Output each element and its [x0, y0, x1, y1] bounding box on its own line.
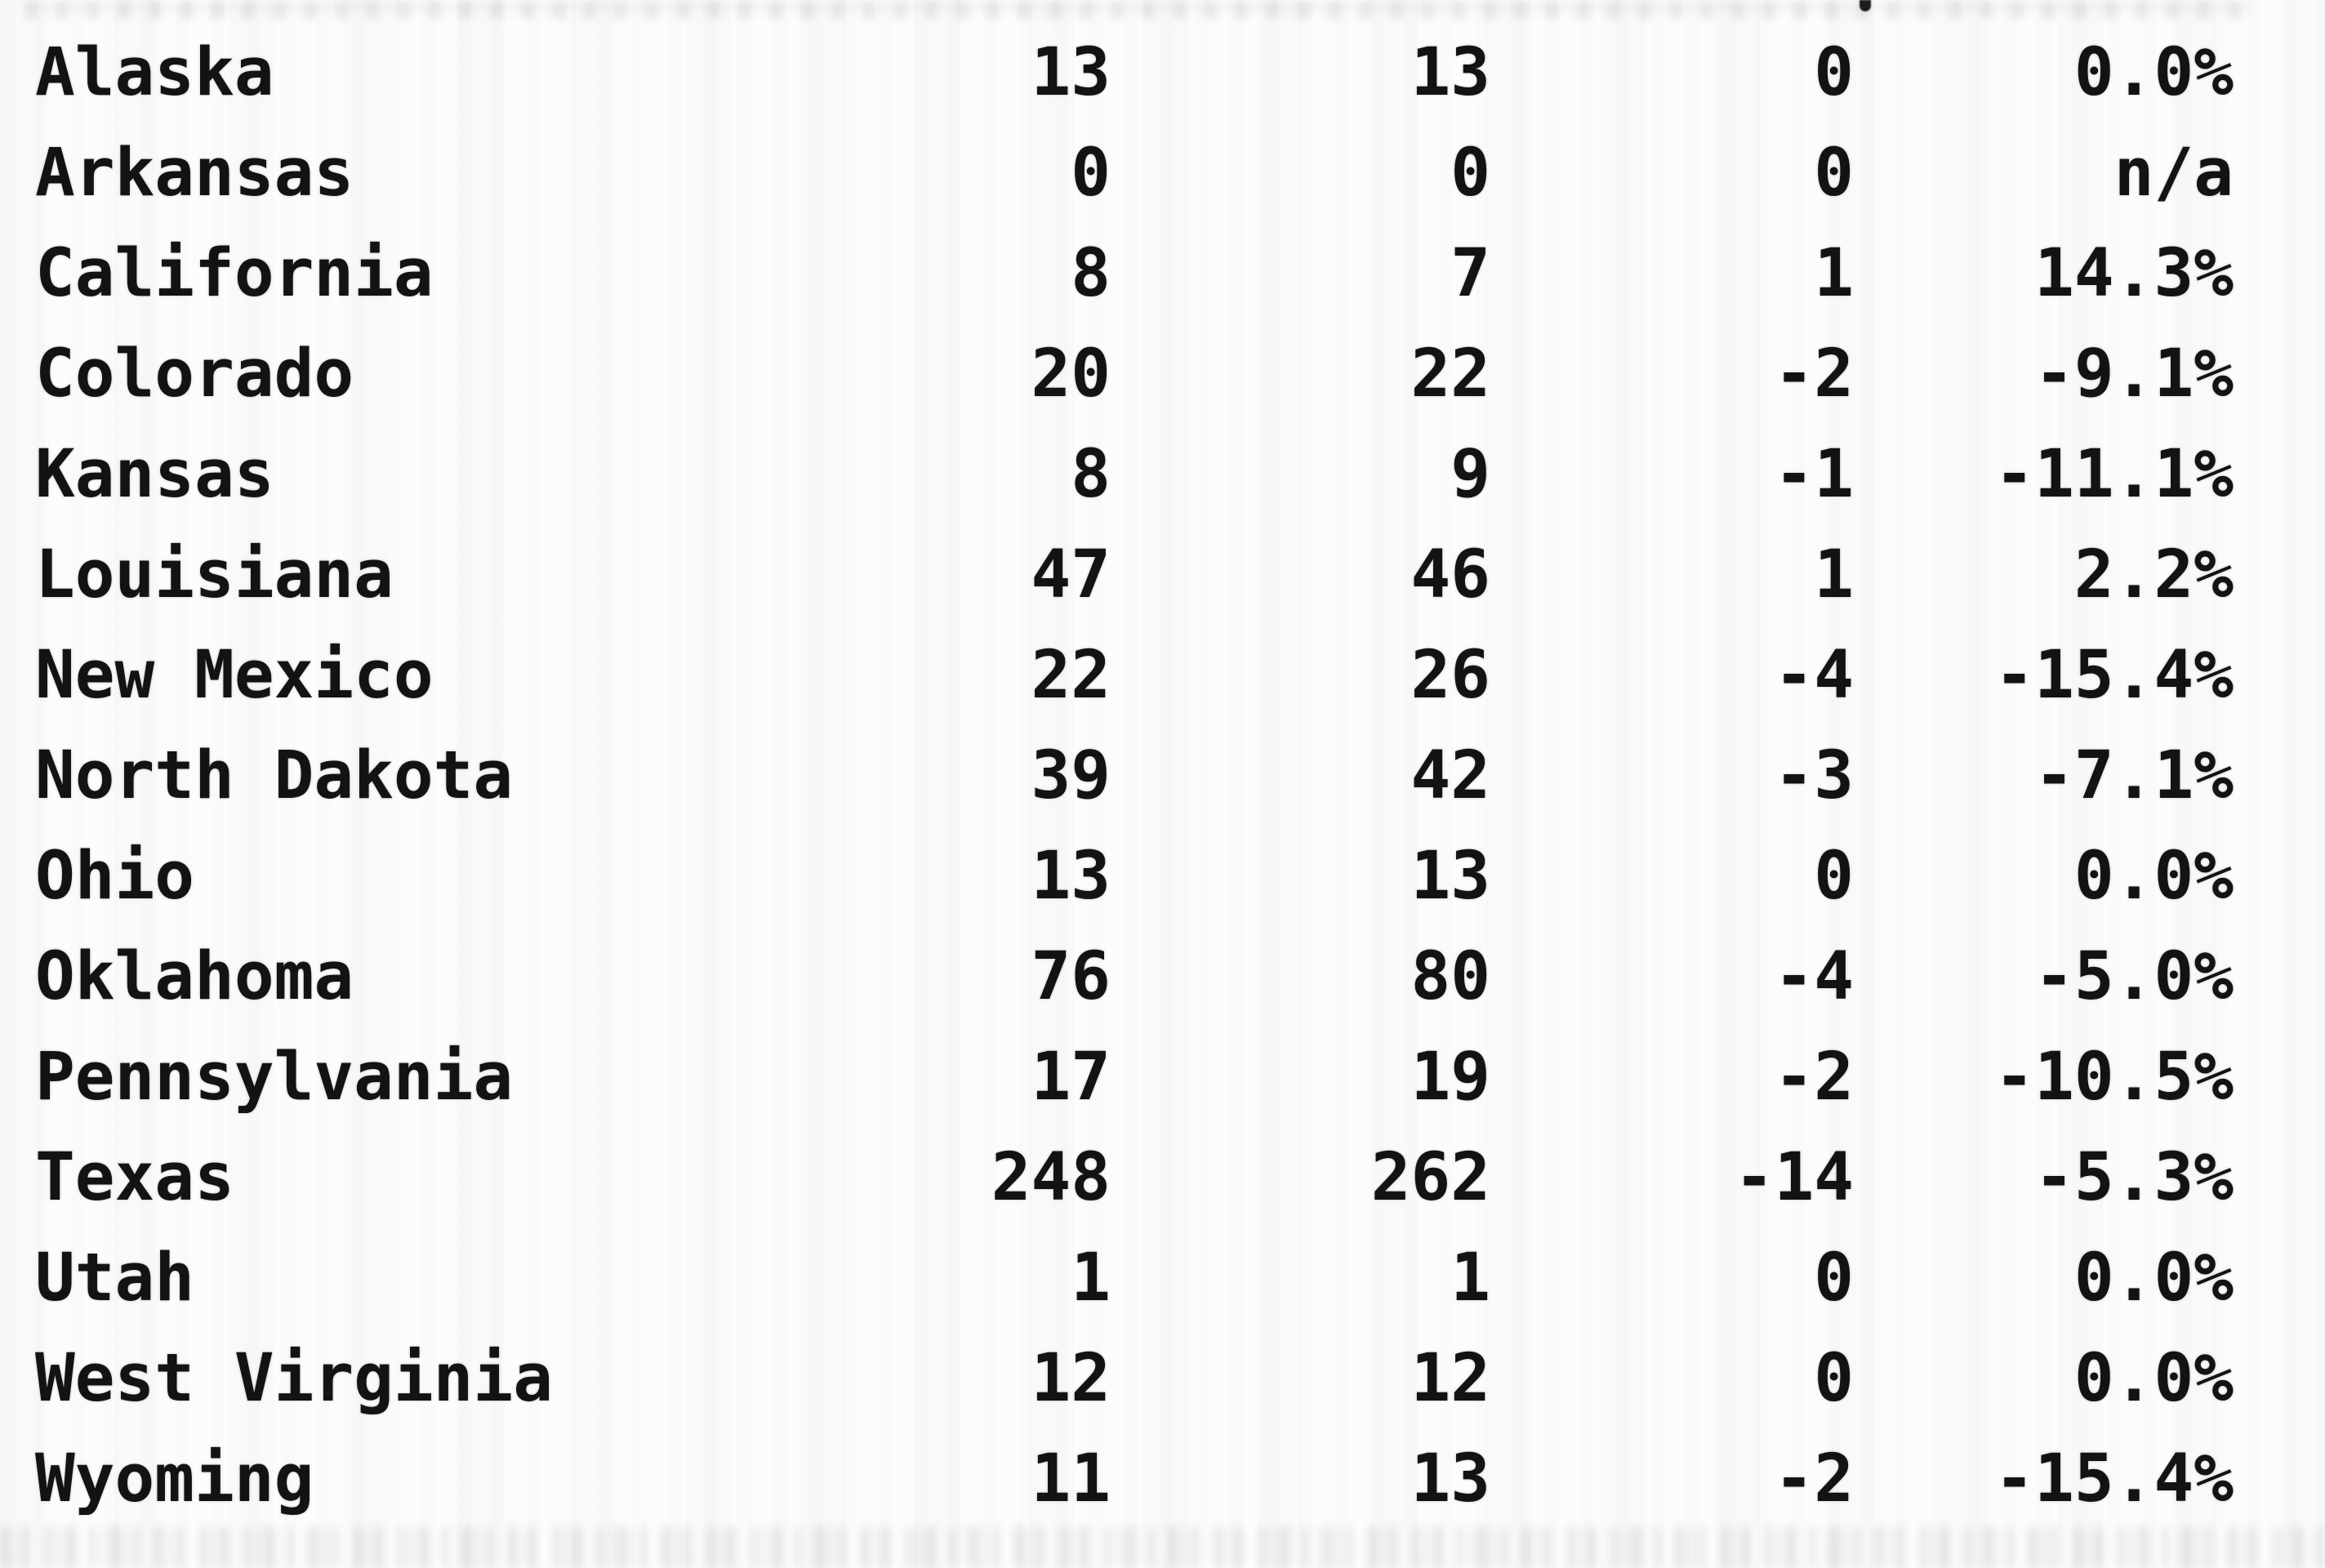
pct-change-cell: n/a: [2113, 135, 2234, 212]
pct-change-cell: 2.2%: [2073, 537, 2234, 613]
table-row: Ohio 13 13 0 0.0%: [0, 826, 2325, 927]
current-count-cell: 248: [991, 1139, 1111, 1216]
state-name-cell: Louisiana: [35, 537, 394, 613]
pct-change-cell: 0.0%: [2073, 1240, 2234, 1316]
state-name-cell: California: [35, 235, 434, 312]
state-name-cell: New Mexico: [35, 637, 434, 714]
previous-count-cell: 13: [1410, 1441, 1490, 1517]
pct-change-cell: -5.0%: [2034, 938, 2234, 1015]
pct-change-cell: -15.4%: [1994, 1441, 2234, 1517]
change-cell: -3: [1774, 737, 1854, 814]
change-cell: -4: [1774, 938, 1854, 1015]
current-count-cell: 17: [1031, 1039, 1111, 1116]
pct-change-cell: -7.1%: [2034, 737, 2234, 814]
previous-count-cell: 26: [1410, 637, 1490, 714]
previous-count-cell: 22: [1410, 336, 1490, 412]
state-name-cell: Kansas: [35, 436, 274, 513]
state-name-cell: Wyoming: [35, 1441, 314, 1517]
pct-change-cell: -11.1%: [1994, 436, 2234, 513]
cropped-bottom-row-smudge: [0, 1519, 2325, 1568]
state-name-cell: Pennsylvania: [35, 1039, 514, 1116]
previous-count-cell: 7: [1450, 235, 1490, 312]
pct-change-cell: -15.4%: [1994, 637, 2234, 714]
previous-count-cell: 13: [1410, 838, 1490, 915]
table-row: North Dakota 39 42 -3 -7.1%: [0, 726, 2325, 826]
change-cell: 0: [1814, 838, 1854, 915]
current-count-cell: 13: [1031, 34, 1111, 111]
current-count-cell: 47: [1031, 537, 1111, 613]
table-row: Kansas 8 9 -1 -11.1%: [0, 425, 2325, 525]
previous-count-cell: 46: [1410, 537, 1490, 613]
state-name-cell: Oklahoma: [35, 938, 354, 1015]
previous-count-cell: 0: [1450, 135, 1490, 212]
table-body: Alaska 13 13 0 0.0% Arkansas 0 0 0 n/a C…: [0, 23, 2325, 1530]
previous-count-cell: 80: [1410, 938, 1490, 1015]
previous-count-cell: 12: [1410, 1340, 1490, 1417]
table-row: Wyoming 11 13 -2 -15.4%: [0, 1429, 2325, 1530]
state-name-cell: North Dakota: [35, 737, 514, 814]
change-cell: 1: [1814, 537, 1854, 613]
table-row: California 8 7 1 14.3%: [0, 224, 2325, 324]
current-count-cell: 8: [1071, 235, 1111, 312]
table-row: Arkansas 0 0 0 n/a: [0, 123, 2325, 224]
change-cell: -14: [1734, 1139, 1854, 1216]
change-cell: 1: [1814, 235, 1854, 312]
cropped-header-descender-fragment: [1860, 0, 1871, 11]
table-row: Oklahoma 76 80 -4 -5.0%: [0, 927, 2325, 1027]
current-count-cell: 12: [1031, 1340, 1111, 1417]
current-count-cell: 13: [1031, 838, 1111, 915]
change-cell: 0: [1814, 135, 1854, 212]
cropped-header-text-fringe: [24, 2, 2252, 20]
previous-count-cell: 19: [1410, 1039, 1490, 1116]
current-count-cell: 1: [1071, 1240, 1111, 1316]
state-name-cell: Alaska: [35, 34, 274, 111]
change-cell: 0: [1814, 1340, 1854, 1417]
change-cell: -2: [1774, 336, 1854, 412]
state-name-cell: Arkansas: [35, 135, 354, 212]
table-row: Colorado 20 22 -2 -9.1%: [0, 324, 2325, 425]
previous-count-cell: 9: [1450, 436, 1490, 513]
change-cell: 0: [1814, 34, 1854, 111]
table-row: West Virginia 12 12 0 0.0%: [0, 1329, 2325, 1429]
table-row: Pennsylvania 17 19 -2 -10.5%: [0, 1027, 2325, 1128]
state-name-cell: Ohio: [35, 838, 195, 915]
current-count-cell: 22: [1031, 637, 1111, 714]
change-cell: -2: [1774, 1441, 1854, 1517]
previous-count-cell: 42: [1410, 737, 1490, 814]
pct-change-cell: -5.3%: [2034, 1139, 2234, 1216]
table-row: Louisiana 47 46 1 2.2%: [0, 525, 2325, 626]
change-cell: 0: [1814, 1240, 1854, 1316]
change-cell: -4: [1774, 637, 1854, 714]
state-name-cell: Texas: [35, 1139, 234, 1216]
current-count-cell: 39: [1031, 737, 1111, 814]
pct-change-cell: 0.0%: [2073, 838, 2234, 915]
table-row: Texas 248 262 -14 -5.3%: [0, 1128, 2325, 1228]
previous-count-cell: 13: [1410, 34, 1490, 111]
change-cell: -1: [1774, 436, 1854, 513]
pct-change-cell: 0.0%: [2073, 34, 2234, 111]
state-name-cell: Colorado: [35, 336, 354, 412]
current-count-cell: 0: [1071, 135, 1111, 212]
change-cell: -2: [1774, 1039, 1854, 1116]
current-count-cell: 76: [1031, 938, 1111, 1015]
previous-count-cell: 262: [1370, 1139, 1490, 1216]
pct-change-cell: 14.3%: [2034, 235, 2234, 312]
current-count-cell: 20: [1031, 336, 1111, 412]
table-row: Utah 1 1 0 0.0%: [0, 1228, 2325, 1329]
table-row: New Mexico 22 26 -4 -15.4%: [0, 626, 2325, 726]
previous-count-cell: 1: [1450, 1240, 1490, 1316]
state-name-cell: West Virginia: [35, 1340, 553, 1417]
state-data-table: Alaska 13 13 0 0.0% Arkansas 0 0 0 n/a C…: [0, 23, 2325, 1530]
pct-change-cell: 0.0%: [2073, 1340, 2234, 1417]
cropped-header-row: [0, 0, 2325, 24]
state-name-cell: Utah: [35, 1240, 195, 1316]
pct-change-cell: -10.5%: [1994, 1039, 2234, 1116]
current-count-cell: 8: [1071, 436, 1111, 513]
current-count-cell: 11: [1031, 1441, 1111, 1517]
table-row: Alaska 13 13 0 0.0%: [0, 23, 2325, 123]
pct-change-cell: -9.1%: [2034, 336, 2234, 412]
